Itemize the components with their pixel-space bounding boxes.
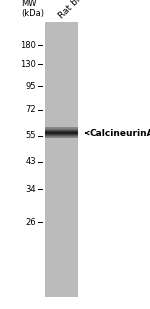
Bar (45, 129, 78, 130)
Bar (45, 128, 78, 129)
Text: 34: 34 (26, 185, 36, 194)
Text: Rat brain: Rat brain (57, 0, 92, 20)
Bar (45, 134, 78, 135)
Bar (45, 129, 78, 130)
Text: CalcineurinA: CalcineurinA (90, 129, 150, 138)
Text: (kDa): (kDa) (21, 9, 44, 19)
Bar (45, 133, 78, 134)
Bar (45, 131, 78, 132)
Bar (45, 136, 78, 137)
Bar (45, 130, 78, 131)
Bar (45, 135, 78, 136)
Bar (45, 127, 78, 128)
Text: 43: 43 (26, 157, 36, 166)
Text: 95: 95 (26, 82, 36, 91)
Text: 72: 72 (26, 105, 36, 114)
Bar (45, 135, 78, 136)
Text: 180: 180 (20, 40, 36, 49)
Bar (45, 22, 78, 297)
Text: 26: 26 (26, 218, 36, 227)
Bar (45, 131, 78, 132)
Bar (45, 137, 78, 138)
Bar (45, 137, 78, 138)
Text: MW: MW (21, 0, 36, 8)
Text: 130: 130 (20, 60, 36, 69)
Bar (45, 132, 78, 133)
Bar (45, 133, 78, 134)
Text: 55: 55 (26, 131, 36, 140)
